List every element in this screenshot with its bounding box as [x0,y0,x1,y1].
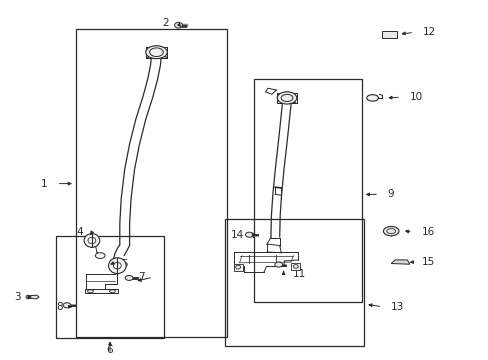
Text: 2: 2 [162,18,168,28]
Ellipse shape [95,253,105,258]
Bar [254,79,361,302]
Text: 8: 8 [56,302,62,312]
Text: 1: 1 [41,179,48,189]
Ellipse shape [274,262,282,267]
Ellipse shape [125,275,133,280]
Ellipse shape [145,46,167,59]
Bar [84,289,118,293]
Text: 12: 12 [422,27,435,37]
Bar [382,31,396,38]
Ellipse shape [84,234,100,247]
Bar [56,236,163,338]
Ellipse shape [245,232,253,237]
Text: 4: 4 [76,227,83,237]
Ellipse shape [108,258,126,274]
Polygon shape [390,260,409,264]
Ellipse shape [26,295,31,299]
Polygon shape [27,295,39,299]
Text: 9: 9 [387,189,394,199]
Text: 3: 3 [14,292,20,302]
Text: 15: 15 [421,257,434,267]
Bar [233,264,242,271]
Text: 6: 6 [106,345,113,355]
Text: 7: 7 [137,272,144,282]
Bar [224,219,364,346]
Ellipse shape [277,92,296,104]
Ellipse shape [383,226,398,236]
Bar [291,263,300,270]
Text: 11: 11 [292,269,305,279]
Bar [76,29,227,337]
Text: 13: 13 [390,302,404,312]
Text: 16: 16 [421,227,434,237]
Text: 5: 5 [121,258,128,269]
Ellipse shape [174,22,182,28]
Text: 10: 10 [409,92,422,102]
Ellipse shape [63,303,71,308]
Ellipse shape [366,95,378,101]
Text: 14: 14 [231,230,244,240]
